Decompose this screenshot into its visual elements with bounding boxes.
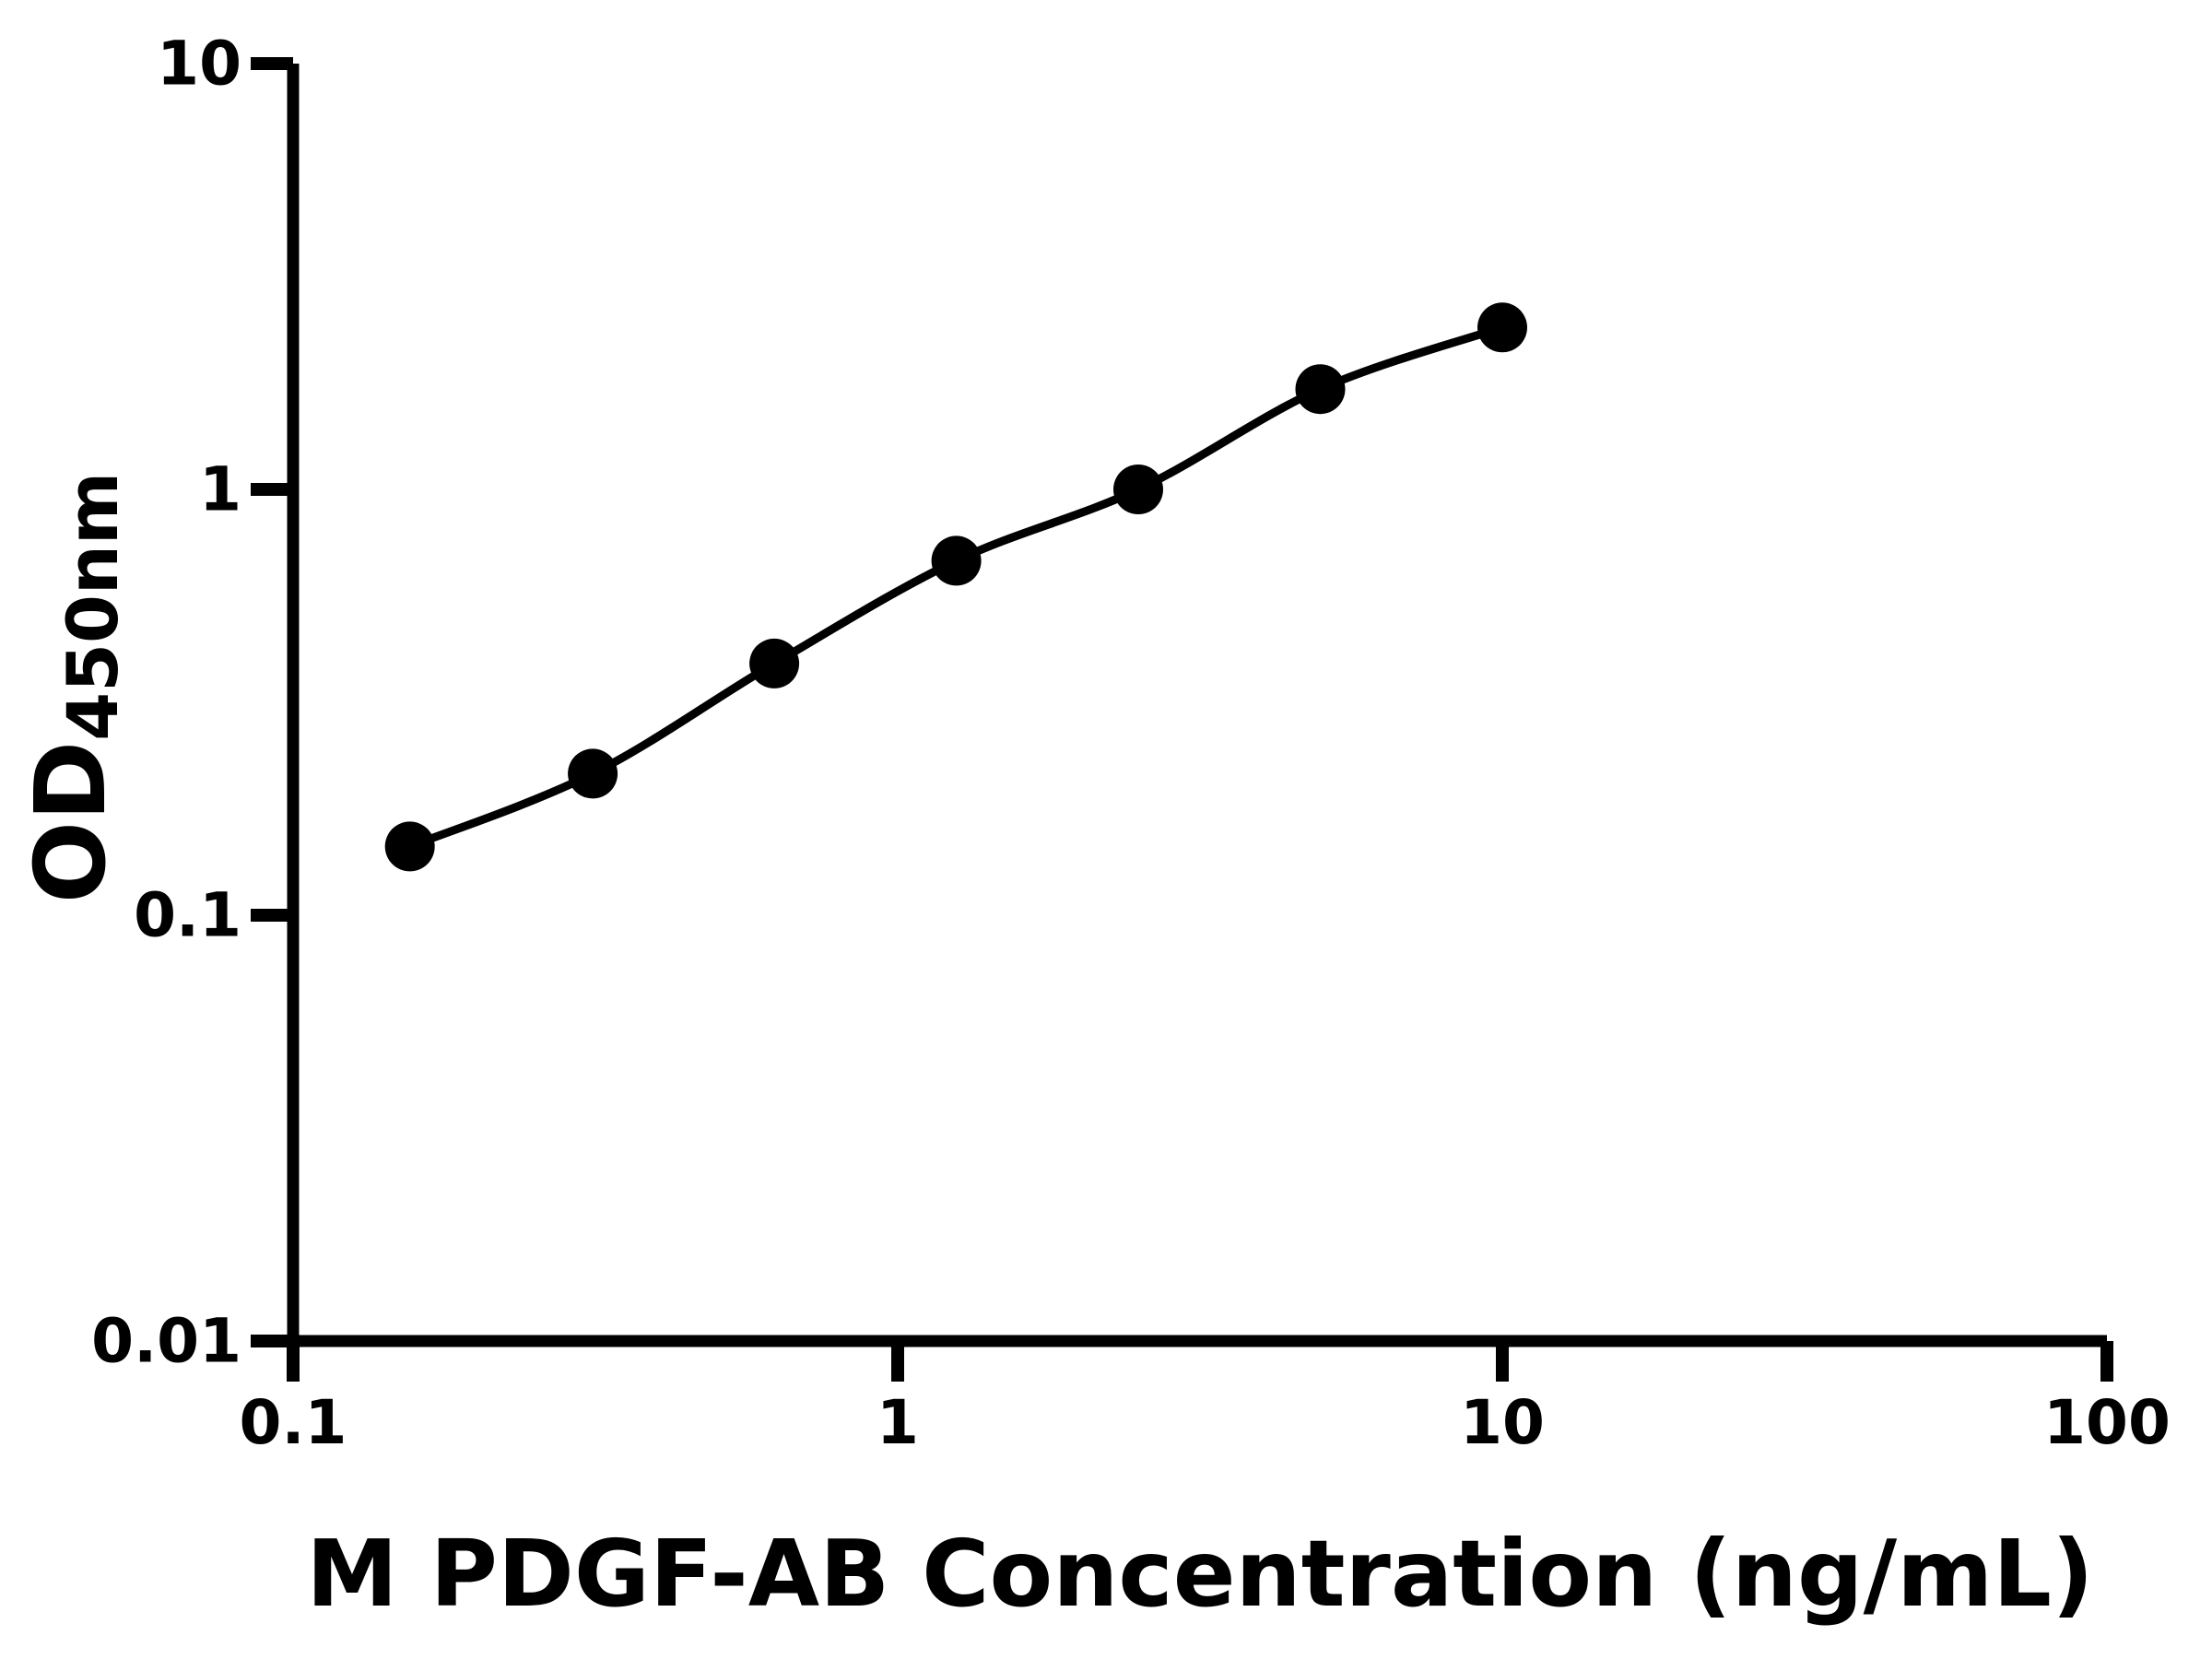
data-point [1113, 465, 1163, 514]
y-axis-title-main: OD [15, 741, 127, 903]
data-point [931, 535, 982, 586]
axis-tick-labels: 10 1 0.1 0.01 0.1 1 10 100 [91, 29, 2171, 1459]
y-tick-label: 0.01 [91, 1306, 241, 1377]
x-tick-label: 0.1 [240, 1387, 347, 1458]
y-axis-title: OD450nm [15, 472, 134, 903]
axis-ticks [251, 57, 2113, 1382]
x-tick-label: 1 [877, 1387, 919, 1458]
data-point [384, 821, 435, 872]
x-tick-label: 100 [2043, 1387, 2171, 1458]
data-points [384, 302, 1527, 872]
y-axis-title-subscript: 450nm [52, 472, 134, 741]
axes [287, 64, 2107, 1347]
axis-lines [287, 64, 2107, 1347]
data-point [1477, 302, 1527, 353]
data-point [1295, 364, 1346, 415]
y-tick-label: 10 [157, 29, 241, 100]
y-tick-label: 0.1 [134, 880, 241, 951]
y-tick-label: 1 [199, 454, 241, 525]
data-point [749, 638, 800, 688]
x-tick-label: 10 [1460, 1387, 1545, 1458]
data-point [568, 748, 618, 799]
x-axis-title: M PDGF-AB Concentration (ng/mL) [306, 1520, 2093, 1628]
